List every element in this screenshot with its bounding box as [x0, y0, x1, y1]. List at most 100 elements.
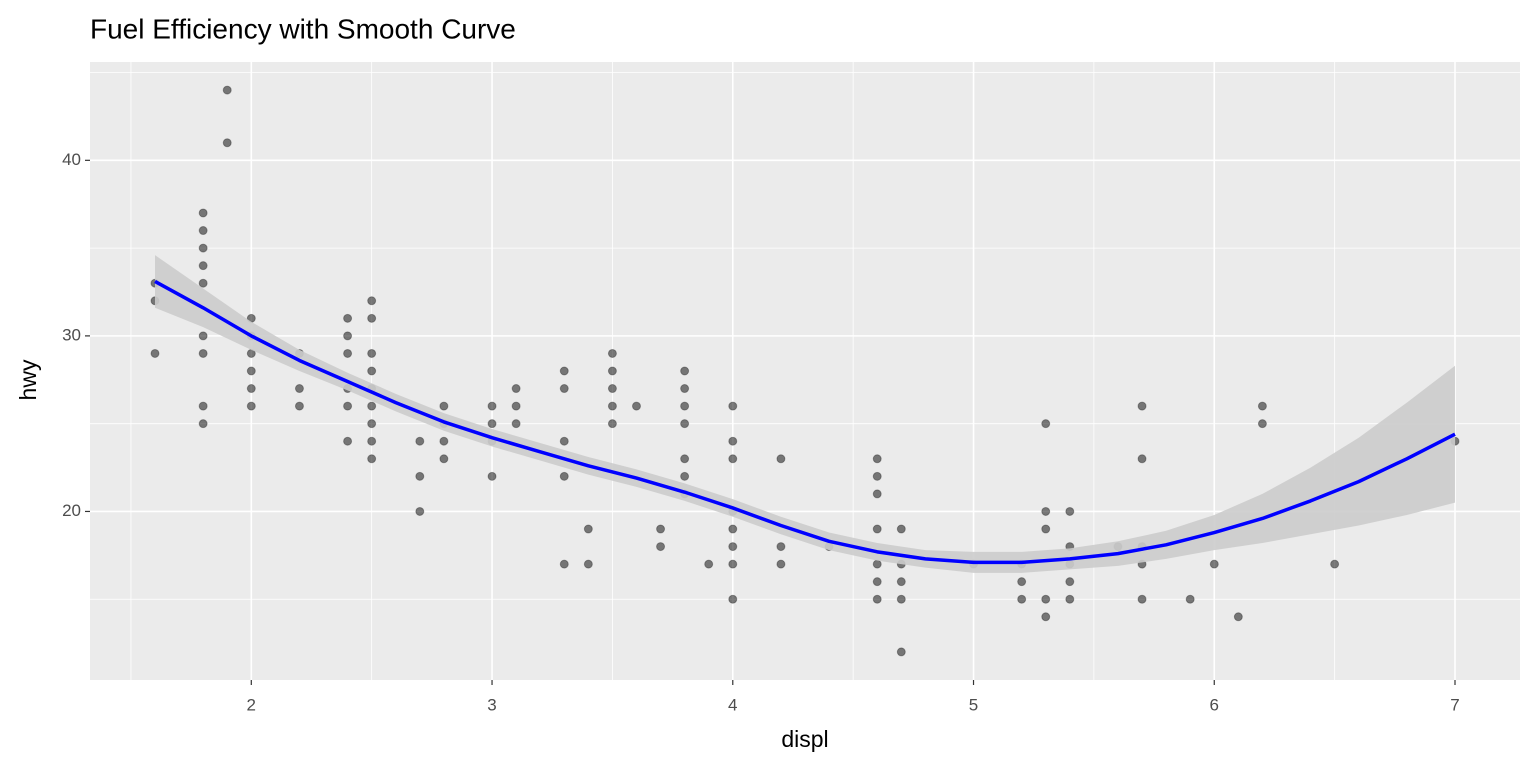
point: [198, 401, 208, 411]
point: [680, 454, 690, 464]
point: [367, 436, 377, 446]
point: [680, 366, 690, 376]
point: [343, 331, 353, 341]
y-tick-label: 30: [62, 325, 81, 344]
point: [1041, 419, 1051, 429]
point: [1065, 594, 1075, 604]
point: [246, 401, 256, 411]
point: [1137, 594, 1147, 604]
y-tick-label: 20: [62, 501, 81, 520]
point: [680, 401, 690, 411]
point: [367, 419, 377, 429]
point: [150, 348, 160, 358]
point: [728, 524, 738, 534]
chart-title: Fuel Efficiency with Smooth Curve: [90, 13, 516, 44]
point: [607, 366, 617, 376]
point: [198, 208, 208, 218]
point: [367, 366, 377, 376]
point: [559, 384, 569, 394]
point: [559, 471, 569, 481]
point: [559, 436, 569, 446]
point: [1137, 454, 1147, 464]
point: [343, 313, 353, 323]
point: [511, 384, 521, 394]
point: [1330, 559, 1340, 569]
x-axis-title: displ: [781, 726, 828, 752]
point: [1041, 612, 1051, 622]
x-tick-label: 2: [247, 695, 256, 714]
point: [872, 559, 882, 569]
point: [511, 419, 521, 429]
point: [1065, 506, 1075, 516]
point: [559, 366, 569, 376]
point: [343, 401, 353, 411]
point: [198, 261, 208, 271]
point: [246, 384, 256, 394]
point: [1233, 612, 1243, 622]
point: [439, 454, 449, 464]
confidence-band: [155, 255, 1455, 573]
smooth-line: [154, 279, 1456, 565]
point: [1257, 419, 1267, 429]
point: [872, 594, 882, 604]
point: [872, 577, 882, 587]
point: [728, 542, 738, 552]
point: [1257, 401, 1267, 411]
point: [896, 647, 906, 657]
point: [294, 384, 304, 394]
point: [439, 401, 449, 411]
point: [656, 524, 666, 534]
point: [439, 436, 449, 446]
point: [1041, 594, 1051, 604]
point: [872, 489, 882, 499]
point: [415, 471, 425, 481]
point: [198, 226, 208, 236]
point: [776, 542, 786, 552]
point: [680, 384, 690, 394]
point: [656, 542, 666, 552]
point: [1209, 559, 1219, 569]
point: [487, 401, 497, 411]
point: [728, 454, 738, 464]
x-tick-label: 7: [1450, 695, 1459, 714]
point: [896, 577, 906, 587]
point: [728, 436, 738, 446]
point: [198, 348, 208, 358]
point: [198, 331, 208, 341]
point: [728, 559, 738, 569]
point: [896, 524, 906, 534]
point: [776, 454, 786, 464]
point: [487, 419, 497, 429]
point: [343, 348, 353, 358]
point: [1065, 577, 1075, 587]
point: [367, 296, 377, 306]
point: [607, 384, 617, 394]
point: [415, 436, 425, 446]
point: [872, 524, 882, 534]
x-tick-label: 3: [487, 695, 496, 714]
point: [415, 506, 425, 516]
point: [487, 471, 497, 481]
point: [607, 419, 617, 429]
point: [1017, 577, 1027, 587]
point: [728, 401, 738, 411]
point: [631, 401, 641, 411]
x-tick-label: 4: [728, 695, 737, 714]
point: [367, 401, 377, 411]
point: [222, 138, 232, 148]
point: [1041, 524, 1051, 534]
point: [367, 348, 377, 358]
point: [1137, 401, 1147, 411]
point: [872, 454, 882, 464]
y-tick-label: 40: [62, 150, 81, 169]
point: [559, 559, 569, 569]
x-tick-label: 6: [1210, 695, 1219, 714]
point: [872, 471, 882, 481]
point: [198, 243, 208, 253]
point: [222, 85, 232, 95]
point: [680, 471, 690, 481]
point: [583, 559, 593, 569]
point: [367, 454, 377, 464]
